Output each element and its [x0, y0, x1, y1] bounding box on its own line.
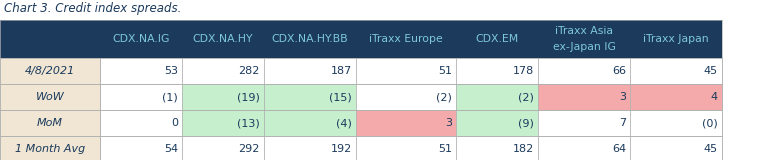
Bar [538, 58, 630, 84]
Text: iTraxx Europe: iTraxx Europe [369, 34, 443, 44]
Bar [264, 110, 356, 136]
Bar [630, 110, 722, 136]
Bar [630, 84, 722, 110]
Text: 7: 7 [619, 118, 626, 128]
Text: ex-Japan IG: ex-Japan IG [552, 42, 615, 52]
Bar [356, 136, 456, 160]
Bar [630, 136, 722, 160]
Text: 66: 66 [612, 66, 626, 76]
Text: 282: 282 [238, 66, 260, 76]
Text: 64: 64 [612, 144, 626, 154]
Text: CDX.NA.HY: CDX.NA.HY [192, 34, 253, 44]
Bar [538, 136, 630, 160]
Bar [0, 20, 722, 58]
Text: iTraxx Asia: iTraxx Asia [555, 26, 613, 36]
Text: CDX.NA.HY.BB: CDX.NA.HY.BB [272, 34, 348, 44]
Text: 187: 187 [331, 66, 352, 76]
Text: 3: 3 [619, 92, 626, 102]
Bar [182, 84, 264, 110]
Text: 53: 53 [164, 66, 178, 76]
Bar [100, 110, 182, 136]
Text: WoW: WoW [36, 92, 65, 102]
Bar [0, 84, 100, 110]
Text: Chart 3. Credit index spreads.: Chart 3. Credit index spreads. [4, 2, 182, 15]
Bar [356, 84, 456, 110]
Bar [538, 84, 630, 110]
Text: (1): (1) [162, 92, 178, 102]
Text: iTraxx Japan: iTraxx Japan [643, 34, 709, 44]
Text: 192: 192 [331, 144, 352, 154]
Bar [356, 58, 456, 84]
Text: 51: 51 [438, 66, 452, 76]
Text: CDX.EM: CDX.EM [475, 34, 519, 44]
Bar [630, 58, 722, 84]
Text: 182: 182 [513, 144, 534, 154]
Text: (9): (9) [518, 118, 534, 128]
Bar [0, 136, 100, 160]
Text: (19): (19) [237, 92, 260, 102]
Bar [264, 84, 356, 110]
Bar [264, 136, 356, 160]
Bar [264, 58, 356, 84]
Text: (2): (2) [436, 92, 452, 102]
Bar [182, 110, 264, 136]
Bar [456, 84, 538, 110]
Text: (4): (4) [336, 118, 352, 128]
Bar [538, 110, 630, 136]
Bar [100, 136, 182, 160]
Bar [0, 110, 100, 136]
Text: 178: 178 [513, 66, 534, 76]
Bar [100, 84, 182, 110]
Text: (13): (13) [238, 118, 260, 128]
Text: (0): (0) [702, 118, 718, 128]
Bar [182, 58, 264, 84]
Text: (2): (2) [518, 92, 534, 102]
Text: CDX.NA.IG: CDX.NA.IG [112, 34, 170, 44]
Text: 4/8/2021: 4/8/2021 [25, 66, 75, 76]
Text: (15): (15) [330, 92, 352, 102]
Text: 4: 4 [711, 92, 718, 102]
Bar [456, 58, 538, 84]
Text: 0: 0 [171, 118, 178, 128]
Text: 3: 3 [445, 118, 452, 128]
Bar [0, 58, 100, 84]
Bar [182, 136, 264, 160]
Bar [100, 58, 182, 84]
Text: MoM: MoM [37, 118, 63, 128]
Text: 45: 45 [704, 66, 718, 76]
Bar [456, 136, 538, 160]
Text: 292: 292 [238, 144, 260, 154]
Bar [456, 110, 538, 136]
Text: 51: 51 [438, 144, 452, 154]
Text: 1 Month Avg: 1 Month Avg [15, 144, 85, 154]
Text: 54: 54 [164, 144, 178, 154]
Bar [356, 110, 456, 136]
Text: 45: 45 [704, 144, 718, 154]
